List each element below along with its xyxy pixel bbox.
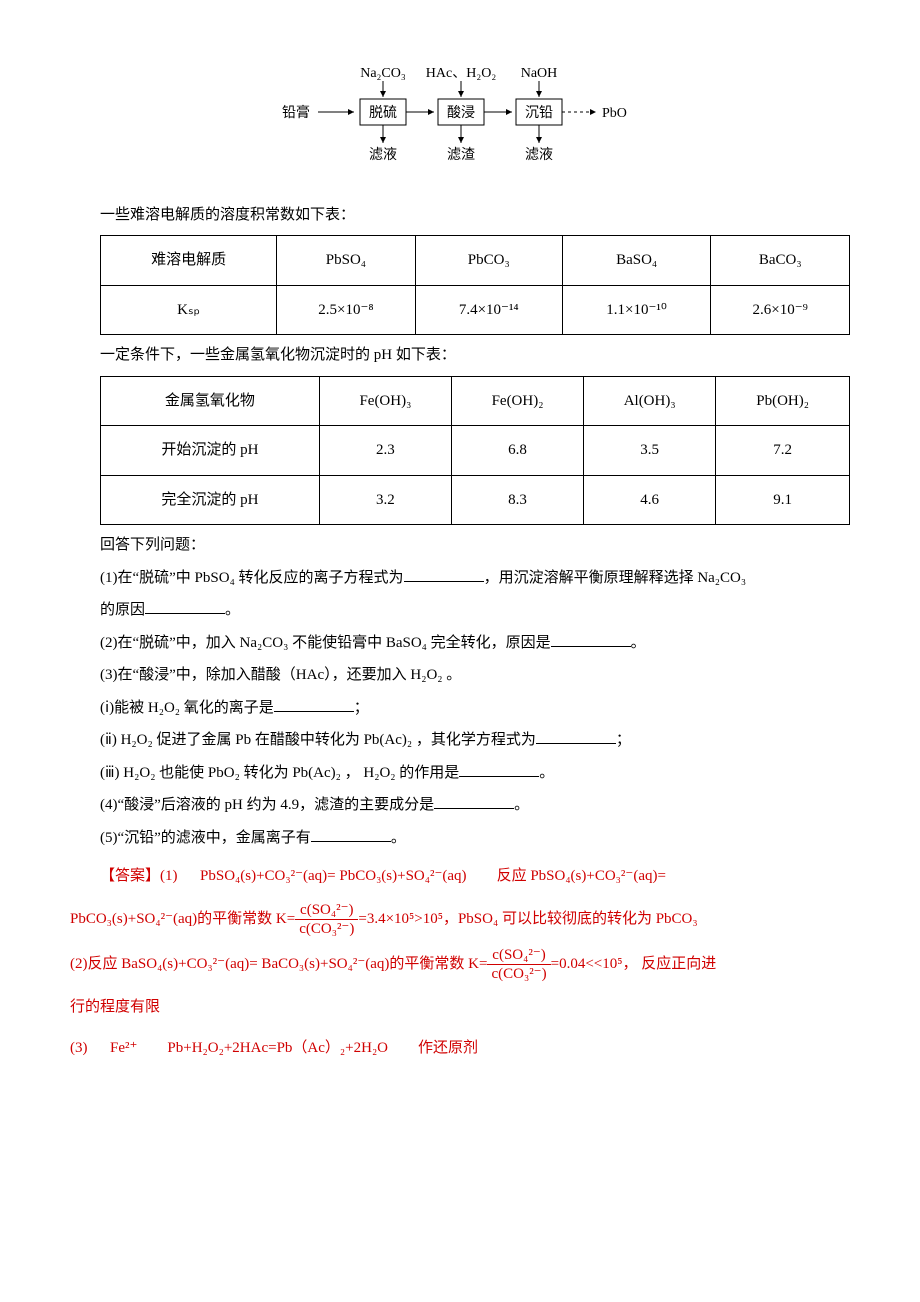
blank xyxy=(311,826,391,842)
answer-1-cont: PbCO₃(s)+SO₄²⁻(aq)的平衡常数 K=c(SO₄²⁻)c(CO₃²… xyxy=(70,901,850,938)
frac-den: c(CO₃²⁻) xyxy=(487,965,550,983)
svg-text:滤液: 滤液 xyxy=(369,147,397,163)
intro-ph: 一定条件下，一些金属氢氧化物沉淀时的 pH 如下表： xyxy=(70,341,850,370)
svg-text:脱硫: 脱硫 xyxy=(369,105,397,121)
ans2-text1: (2)反应 BaSO₄(s)+CO₃²⁻(aq)= BaCO₃(s)+SO₄²⁻… xyxy=(70,956,487,972)
answer-1: 【答案】(1) PbSO₄(s)+CO₃²⁻(aq)= PbCO₃(s)+SO₄… xyxy=(70,860,850,893)
svg-text:滤渣: 滤渣 xyxy=(447,147,475,163)
answer-2-cont: 行的程度有限 xyxy=(70,991,850,1024)
question-3iii: (ⅲ) H₂O₂ 也能使 PbO₂ 转化为 Pb(Ac)₂ ， H₂O₂ 的作用… xyxy=(70,759,850,788)
q2-text-a: (2)在“脱硫”中，加入 Na₂CO₃ 不能使铅膏中 BaSO₄ 完全转化，原因… xyxy=(100,635,551,651)
blank xyxy=(274,696,354,712)
answer-2: (2)反应 BaSO₄(s)+CO₃²⁻(aq)= BaCO₃(s)+SO₄²⁻… xyxy=(70,946,850,983)
process-diagram: 铅膏 脱硫 Na₂CO₃ 滤液 酸浸 HAc、H₂O₂ 滤渣 沉铅 NaOH 滤液 PbO xyxy=(70,60,850,181)
svg-text:HAc、H₂O₂: HAc、H₂O₂ xyxy=(426,66,497,81)
q3ii-text-b: ； xyxy=(616,732,631,748)
intro-ksp: 一些难溶电解质的溶度积常数如下表： xyxy=(70,201,850,230)
blank xyxy=(459,761,539,777)
q3iii-text-b: 。 xyxy=(539,765,554,781)
svg-text:NaOH: NaOH xyxy=(521,66,558,81)
ans1-tag: (1) xyxy=(160,868,178,884)
ans1-text3: =3.4×10⁵>10⁵，PbSO₄ 可以比较彻底的转化为 PbCO₃ xyxy=(358,911,697,927)
q3i-text-b: ； xyxy=(354,700,369,716)
q3iii-text-a: (ⅲ) H₂O₂ 也能使 PbO₂ 转化为 Pb(Ac)₂ ， H₂O₂ 的作用… xyxy=(100,765,459,781)
svg-text:PbO: PbO xyxy=(602,106,627,121)
svg-text:滤液: 滤液 xyxy=(525,147,553,163)
answer-label: 【答案】 xyxy=(100,868,160,884)
q4-text-a: (4)“酸浸”后溶液的 pH 约为 4.9，滤渣的主要成分是 xyxy=(100,797,434,813)
question-3ii: (ⅱ) H₂O₂ 促进了金属 Pb 在醋酸中转化为 Pb(Ac)₂ ，其化学方程… xyxy=(70,726,850,755)
blank xyxy=(551,631,631,647)
ans1-equation: PbSO₄(s)+CO₃²⁻(aq)= PbCO₃(s)+SO₄²⁻(aq) xyxy=(200,868,467,884)
q3i-text-a: (ⅰ)能被 H₂O₂ 氧化的离子是 xyxy=(100,700,274,716)
q4-text-b: 。 xyxy=(514,797,529,813)
ans3-iii: 作还原剂 xyxy=(418,1040,478,1056)
fraction: c(SO₄²⁻)c(CO₃²⁻) xyxy=(295,901,358,938)
svg-text:酸浸: 酸浸 xyxy=(447,105,475,121)
blank xyxy=(145,598,225,614)
q1-text-c: 的原因 xyxy=(100,602,145,618)
question-1-cont: 的原因 。 xyxy=(70,596,850,625)
ans1-text2: PbCO₃(s)+SO₄²⁻(aq)的平衡常数 K= xyxy=(70,911,295,927)
q1-text-d: 。 xyxy=(225,602,240,618)
answer-3: (3) Fe²⁺ Pb+H₂O₂+2HAc=Pb（Ac）₂+2H₂O 作还原剂 xyxy=(70,1032,850,1065)
question-3: (3)在“酸浸”中，除加入醋酸（HAc），还要加入 H₂O₂ 。 xyxy=(70,661,850,690)
frac-num: c(SO₄²⁻) xyxy=(487,946,550,965)
q1-text-b: ，用沉淀溶解平衡原理解释选择 Na₂CO₃ xyxy=(484,570,747,586)
blank xyxy=(536,728,616,744)
q3ii-text-a: (ⅱ) H₂O₂ 促进了金属 Pb 在醋酸中转化为 Pb(Ac)₂ ，其化学方程… xyxy=(100,732,536,748)
fraction: c(SO₄²⁻)c(CO₃²⁻) xyxy=(487,946,550,983)
ph-table: 金属氢氧化物Fe(OH)₃Fe(OH)₂Al(OH)₃Pb(OH)₂ 开始沉淀的… xyxy=(100,376,850,526)
frac-den: c(CO₃²⁻) xyxy=(295,920,358,938)
svg-text:Na₂CO₃: Na₂CO₃ xyxy=(360,66,406,81)
svg-text:沉铅: 沉铅 xyxy=(525,105,553,121)
svg-text:铅膏: 铅膏 xyxy=(282,104,310,121)
ans3-i: Fe²⁺ xyxy=(110,1040,137,1056)
q2-text-b: 。 xyxy=(631,635,646,651)
question-1: (1)在“脱硫”中 PbSO₄ 转化反应的离子方程式为 ，用沉淀溶解平衡原理解释选… xyxy=(70,564,850,593)
q5-text-b: 。 xyxy=(391,830,406,846)
question-3i: (ⅰ)能被 H₂O₂ 氧化的离子是 ； xyxy=(70,694,850,723)
ans3-tag: (3) xyxy=(70,1040,88,1056)
ans1-text1: 反应 PbSO₄(s)+CO₃²⁻(aq)= xyxy=(497,868,666,884)
questions-header: 回答下列问题： xyxy=(70,531,850,560)
blank xyxy=(404,566,484,582)
question-2: (2)在“脱硫”中，加入 Na₂CO₃ 不能使铅膏中 BaSO₄ 完全转化，原因… xyxy=(70,629,850,658)
ans3-ii: Pb+H₂O₂+2HAc=Pb（Ac）₂+2H₂O xyxy=(167,1040,388,1056)
ans2-text2: =0.04<<10⁵， 反应正向进 xyxy=(551,956,717,972)
question-5: (5)“沉铅”的滤液中，金属离子有 。 xyxy=(70,824,850,853)
frac-num: c(SO₄²⁻) xyxy=(295,901,358,920)
q1-text-a: (1)在“脱硫”中 PbSO₄ 转化反应的离子方程式为 xyxy=(100,570,404,586)
blank xyxy=(434,793,514,809)
question-4: (4)“酸浸”后溶液的 pH 约为 4.9，滤渣的主要成分是 。 xyxy=(70,791,850,820)
q5-text-a: (5)“沉铅”的滤液中，金属离子有 xyxy=(100,830,311,846)
ksp-table: 难溶电解质PbSO₄PbCO₃BaSO₄BaCO₃ Kₛₚ2.5×10⁻⁸7.4… xyxy=(100,235,850,335)
